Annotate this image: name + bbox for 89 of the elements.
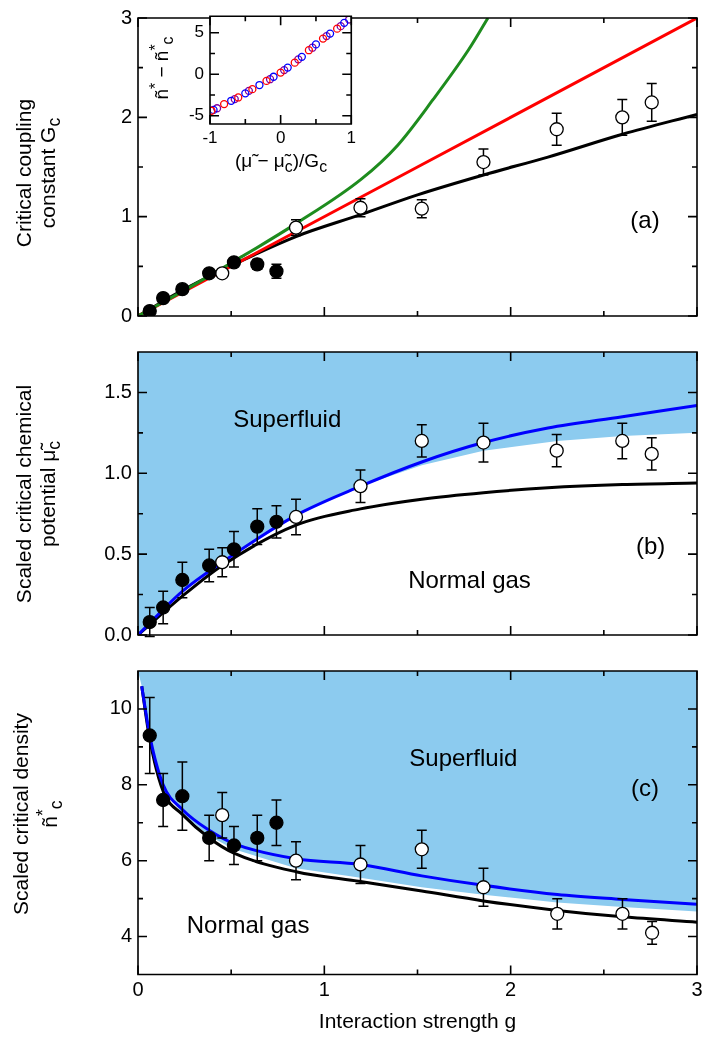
x-tick-label: 1: [346, 127, 357, 147]
point: [644, 925, 660, 940]
y-tick-label: 0.0: [104, 622, 132, 645]
point: [414, 842, 429, 857]
annotation: (b): [635, 532, 666, 560]
y-tick-label: 8: [120, 772, 132, 795]
y-tick-label: -5: [188, 105, 204, 125]
point: [311, 40, 321, 49]
point: [265, 75, 275, 84]
annotation: (a): [630, 206, 660, 234]
point: [234, 93, 243, 102]
line-series: [138, 18, 490, 316]
point: [615, 110, 630, 125]
point: [255, 80, 264, 90]
point: [288, 509, 304, 525]
annotation: (c): [631, 773, 660, 801]
point: [202, 558, 217, 573]
point: [288, 853, 304, 868]
point: [156, 600, 171, 615]
point: [476, 154, 491, 170]
x-tick-label: 2: [505, 978, 517, 1001]
point: [156, 290, 171, 306]
point: [550, 906, 565, 921]
y-tick-label: 1.0: [104, 460, 132, 483]
point: [644, 446, 659, 462]
y-tick-label: 0.5: [104, 541, 132, 564]
point: [308, 43, 317, 52]
point: [269, 815, 284, 830]
point: [304, 46, 314, 55]
point: [215, 555, 230, 570]
y-tick-label: 0: [120, 303, 132, 326]
x-tick-label: 3: [691, 978, 703, 1001]
point: [262, 76, 271, 86]
y-tick-label: 1.5: [104, 379, 132, 402]
x-tick-label: -1: [202, 127, 218, 147]
point: [156, 792, 171, 808]
annotation: Superfluid: [233, 404, 342, 432]
point: [615, 433, 630, 449]
point: [549, 443, 564, 458]
point: [175, 789, 190, 804]
point: [212, 104, 222, 113]
x-tick-label: 1: [318, 978, 330, 1001]
point: [215, 266, 230, 281]
y-tick-label: 2: [120, 104, 132, 127]
point: [353, 479, 368, 494]
point: [476, 880, 491, 895]
y-tick-label: 1: [120, 204, 132, 227]
x-tick-label: 0: [275, 127, 286, 147]
point: [202, 830, 217, 846]
point: [142, 614, 157, 630]
point: [269, 514, 284, 529]
point: [226, 542, 242, 557]
point: [226, 838, 242, 853]
point: [340, 18, 349, 27]
point: [318, 34, 328, 43]
annotation: Normal gas: [186, 910, 310, 938]
line-series: [138, 403, 697, 635]
point: [644, 95, 659, 110]
annotation: Superfluid: [409, 743, 518, 771]
point: [615, 906, 630, 921]
y-tick-label: 6: [120, 848, 132, 871]
point: [219, 99, 229, 109]
point: [414, 433, 429, 449]
point: [269, 72, 278, 81]
point: [226, 255, 242, 270]
y-tick-label: 3: [120, 5, 132, 28]
point: [215, 808, 230, 823]
point: [476, 435, 491, 450]
point: [175, 282, 190, 297]
point: [353, 857, 368, 872]
point: [322, 31, 331, 41]
x-axis-title: Interaction strength g: [317, 1009, 518, 1033]
y-tick-label: 10: [109, 696, 132, 719]
point: [250, 830, 265, 846]
point: [250, 519, 265, 534]
point: [202, 266, 217, 281]
annotation: Normal gas: [408, 566, 531, 594]
point: [290, 58, 299, 67]
point: [142, 303, 157, 316]
point: [276, 68, 285, 77]
point: [549, 122, 564, 137]
point: [142, 728, 157, 743]
y-tick-label: 4: [120, 924, 132, 947]
point: [175, 572, 190, 588]
y-tick-label: 0: [194, 63, 204, 83]
point: [325, 29, 335, 38]
x-axis-title: (μ̃ − μ̃$_{c}$)/G$_{c}$: [233, 150, 329, 176]
point: [248, 85, 257, 94]
y-tick-label: 5: [194, 22, 204, 42]
